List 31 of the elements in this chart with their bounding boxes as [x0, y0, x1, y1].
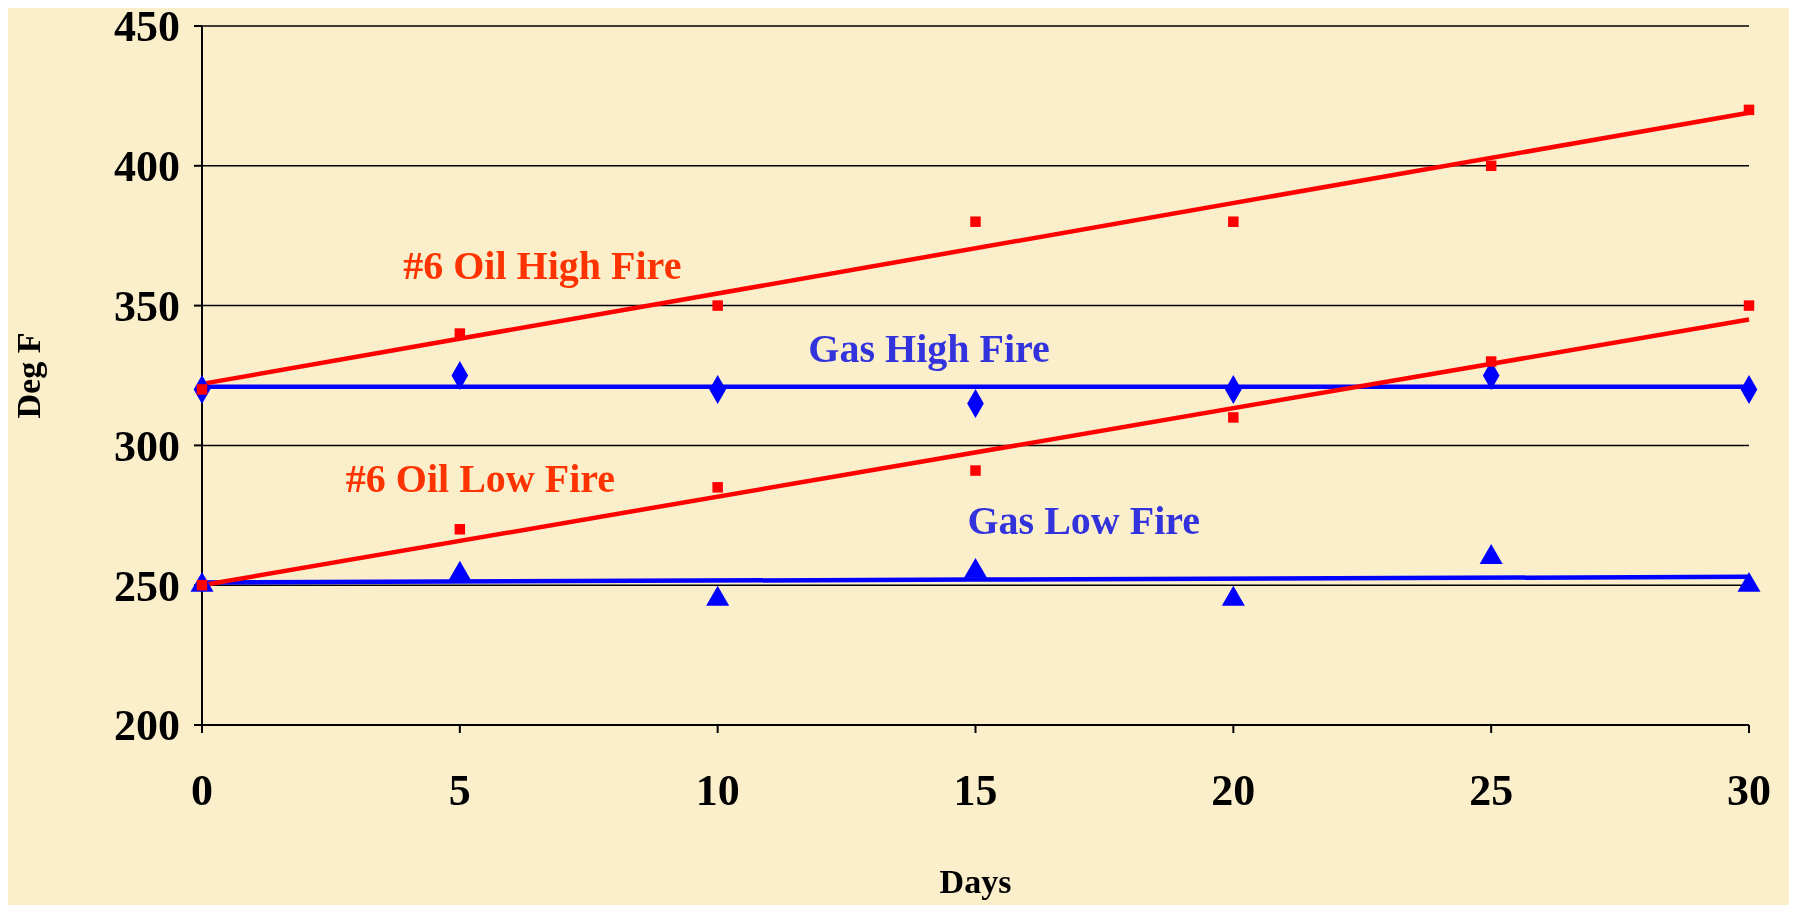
point — [1485, 356, 1497, 367]
point — [454, 524, 466, 535]
point — [970, 465, 981, 476]
point — [712, 300, 723, 311]
x-tick-label: 15 — [953, 766, 998, 815]
point — [970, 216, 981, 227]
x-tick-label: 5 — [448, 766, 471, 815]
point — [1228, 412, 1239, 423]
x-axis-title: Days — [939, 863, 1012, 900]
series-label: Gas Low Fire — [967, 498, 1201, 544]
point — [1228, 216, 1239, 227]
y-tick-label: 350 — [114, 282, 180, 331]
point — [712, 482, 723, 493]
x-tick-label: 30 — [1727, 766, 1771, 815]
y-axis-title: Deg F — [10, 332, 47, 419]
series-label: Gas High Fire — [808, 325, 1050, 371]
x-tick-label: 20 — [1211, 766, 1256, 815]
point — [1743, 300, 1755, 311]
series-label: #6 Oil Low Fire — [345, 456, 616, 502]
point — [1485, 160, 1497, 172]
series-label: #6 Oil High Fire — [403, 243, 682, 289]
x-tick-label: 10 — [695, 766, 740, 815]
y-tick-label: 200 — [114, 701, 180, 751]
y-tick-label: 450 — [114, 2, 180, 52]
point — [454, 328, 466, 339]
y-tick-label: 300 — [114, 421, 180, 471]
x-tick-label: 25 — [1469, 766, 1514, 815]
point — [1743, 104, 1755, 116]
y-tick-label: 250 — [114, 561, 180, 611]
x-tick-label: 0 — [191, 766, 213, 815]
y-tick-label: 400 — [114, 142, 180, 192]
